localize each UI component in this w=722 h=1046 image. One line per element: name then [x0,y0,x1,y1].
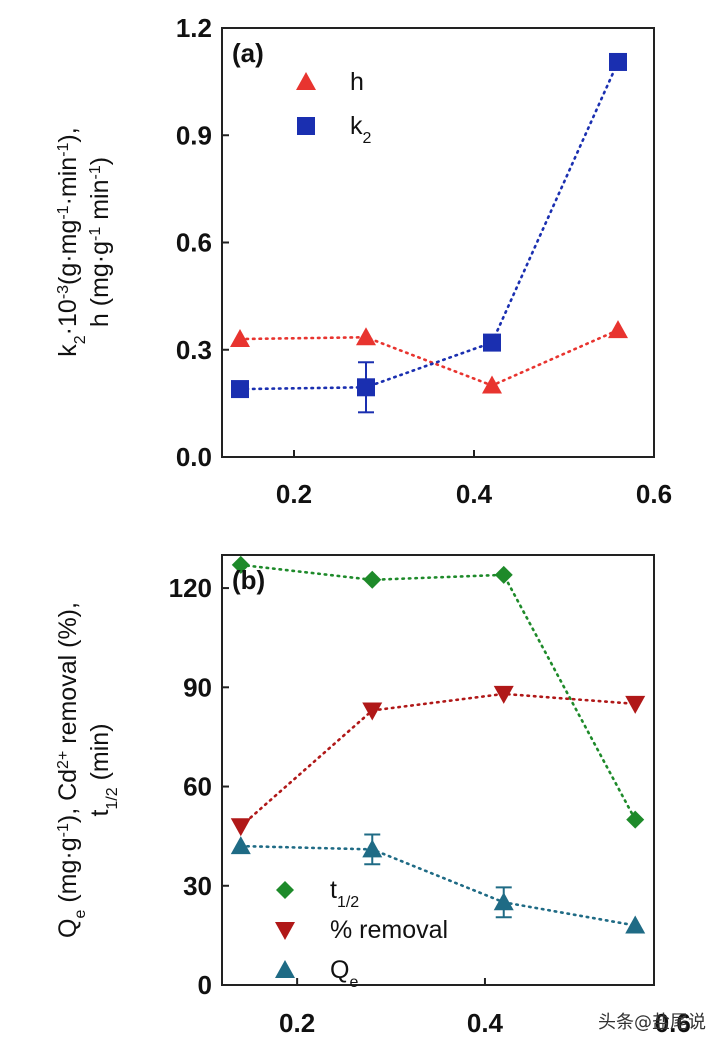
series-line-0 [238,328,620,387]
data-point [357,378,375,397]
y-tick-label: 0.0 [176,442,212,472]
y-tick-label: 0.3 [176,335,212,365]
y-tick-label: 120 [169,573,212,603]
data-point [231,380,249,399]
data-point [230,329,250,348]
x-tick-label: 0.2 [276,479,312,509]
legend-label: % removal [330,916,448,944]
data-point [362,839,383,858]
y-axis-label-line2: h (mg·g-1 min-1) [86,157,114,327]
legend-label: t1/2 [330,876,359,911]
data-point [230,836,251,855]
data-point [493,892,514,911]
data-point [231,555,250,574]
y-axis-label-line2: t1/2 (min) [86,723,121,816]
data-point [494,565,513,584]
data-point [609,52,627,71]
x-tick-label: 0.6 [636,479,672,509]
x-tick-label: 0.4 [467,1008,504,1038]
series-line-0 [239,563,637,821]
x-tick-label: 0.2 [279,1008,315,1038]
data-point [362,702,383,721]
series-line-2 [239,844,637,927]
y-tick-label: 0.6 [176,228,212,258]
legend-label: k2 [350,112,372,147]
legend-marker [296,72,316,90]
data-point [482,375,502,394]
data-point [493,685,514,704]
legend-marker [276,881,294,899]
data-point [625,695,646,714]
plot-frame [221,554,655,986]
series-line-1 [238,60,620,391]
x-tick-label: 0.4 [456,479,493,509]
panel-a: 0.0 0.3 0.6 0.9 1.2 0.2 0.4 0.6 (a) h k2 [176,13,672,509]
data-point [626,810,645,829]
y-axis-label: k2·10-3(g·mg-1·min-1),h (mg·g-1 min-1) [54,127,114,356]
y-tick-label: 90 [183,672,212,702]
y-axis-label-line1: k2·10-3(g·mg-1·min-1), [54,127,89,356]
data-point [483,333,501,352]
series-line-1 [239,692,637,828]
x-tick-label: 0.6 [655,1008,691,1038]
legend-marker [275,960,295,978]
y-tick-label: 60 [183,772,212,802]
y-tick-label: 1.2 [176,13,212,43]
data-point [356,327,376,346]
y-axis-label: Qe (mg·g-1), Cd2+ removal (%),t1/2 (min) [54,602,121,938]
panel-b: 0 30 60 90 120 0.2 0.4 0.6 (b) t1/2 % removal Qe [169,554,691,1038]
panel-label: (a) [232,38,264,68]
legend-marker [275,922,295,940]
y-tick-label: 30 [183,871,212,901]
data-point [363,570,382,589]
legend-label: h [350,68,364,96]
panel-label: (b) [232,565,265,595]
y-tick-label: 0.9 [176,120,212,150]
y-tick-label: 0 [198,970,212,1000]
legend-marker [297,117,315,135]
legend-label: Qe [330,956,358,991]
data-point [608,320,628,339]
data-point [230,818,251,837]
plot-frame [221,27,655,458]
watermark: 头条@盐尾说 [598,1012,706,1033]
data-point [625,915,646,934]
y-axis-label-line1: Qe (mg·g-1), Cd2+ removal (%), [54,602,89,938]
